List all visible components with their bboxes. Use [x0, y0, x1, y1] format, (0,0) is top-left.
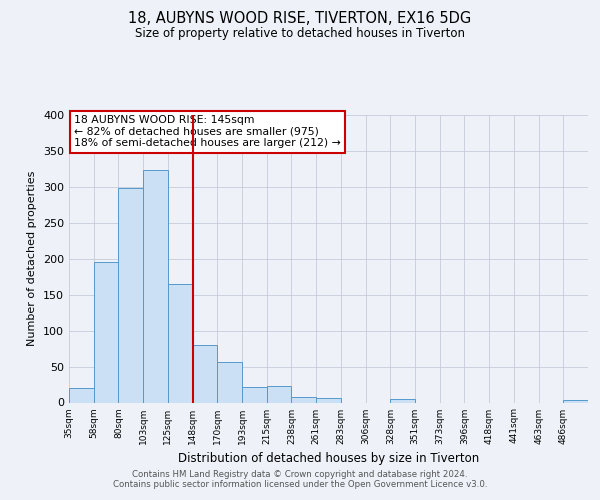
Bar — [267, 386, 292, 402]
Text: 18, AUBYNS WOOD RISE, TIVERTON, EX16 5DG: 18, AUBYNS WOOD RISE, TIVERTON, EX16 5DG — [128, 11, 472, 26]
Bar — [390, 399, 415, 402]
Bar — [316, 398, 341, 402]
Bar — [94, 262, 118, 402]
X-axis label: Distribution of detached houses by size in Tiverton: Distribution of detached houses by size … — [178, 452, 479, 465]
Bar — [168, 284, 193, 403]
Bar — [563, 400, 588, 402]
Text: Contains HM Land Registry data © Crown copyright and database right 2024.
Contai: Contains HM Land Registry data © Crown c… — [113, 470, 487, 489]
Bar — [69, 388, 94, 402]
Text: 18 AUBYNS WOOD RISE: 145sqm
← 82% of detached houses are smaller (975)
18% of se: 18 AUBYNS WOOD RISE: 145sqm ← 82% of det… — [74, 115, 341, 148]
Bar — [217, 362, 242, 403]
Bar — [193, 345, 217, 403]
Bar — [292, 397, 316, 402]
Y-axis label: Number of detached properties: Number of detached properties — [28, 171, 37, 346]
Text: Size of property relative to detached houses in Tiverton: Size of property relative to detached ho… — [135, 28, 465, 40]
Bar — [143, 170, 168, 402]
Bar — [242, 388, 267, 402]
Bar — [118, 188, 143, 402]
